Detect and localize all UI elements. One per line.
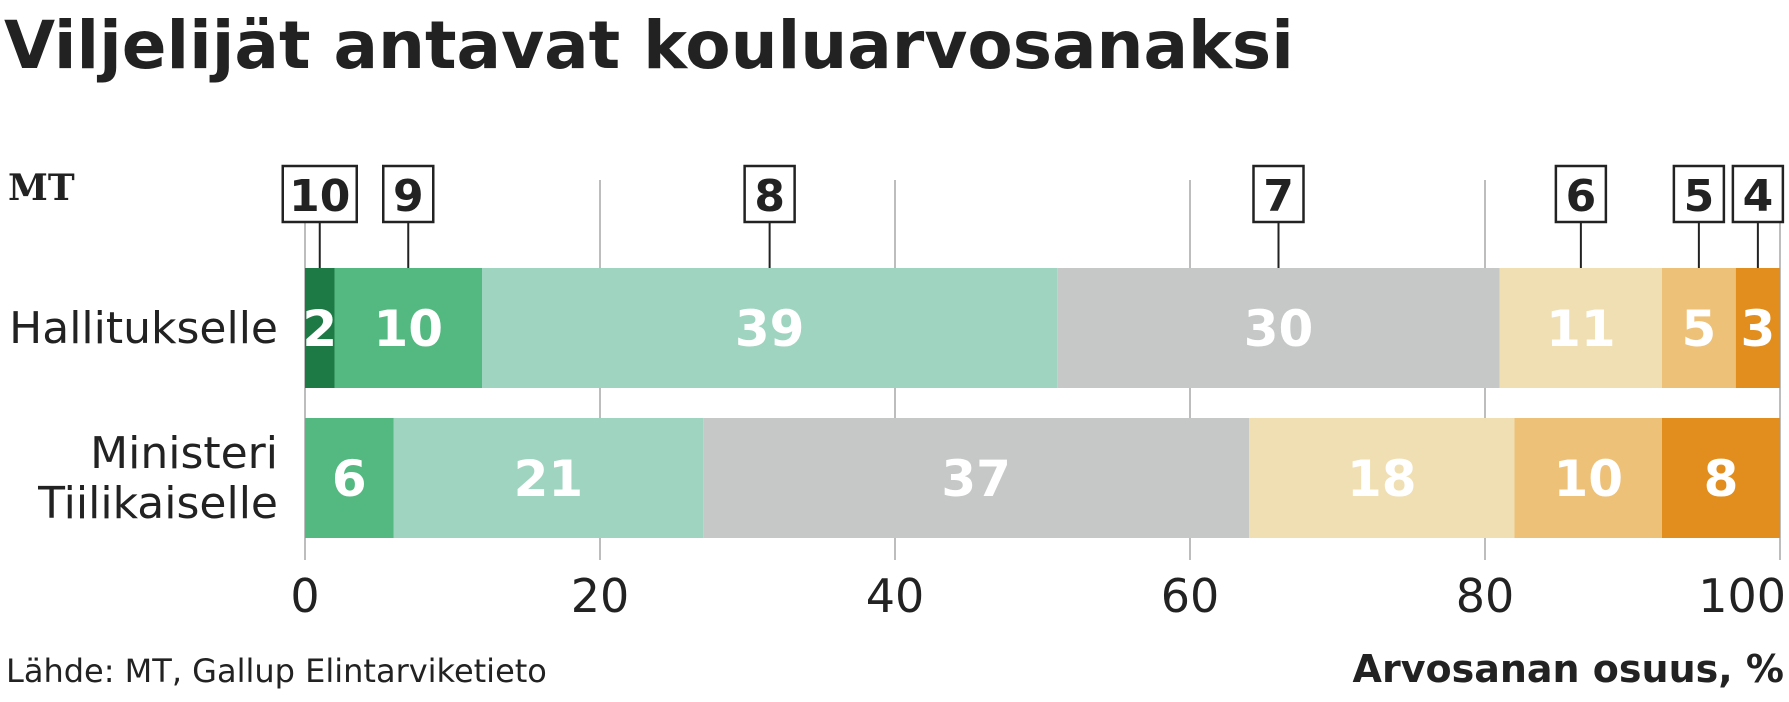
grade-box-10 xyxy=(281,164,358,224)
data-label-1-9: 6 xyxy=(332,450,367,508)
grade-label-6: 6 xyxy=(1566,171,1597,222)
source-note: Lähde: MT, Gallup Elintarviketieto xyxy=(6,652,547,690)
data-label-0-5: 5 xyxy=(1681,300,1716,358)
grade-label-7: 7 xyxy=(1263,171,1294,222)
x-tick-label-2: 40 xyxy=(866,569,925,623)
grade-legend: 10 9 8 7 6 5 4 xyxy=(281,164,1785,268)
data-label-0-7: 30 xyxy=(1244,300,1314,358)
bar-segment-0-6 xyxy=(1499,268,1662,388)
publisher-logo: MT xyxy=(8,167,75,209)
data-label-0-10: 2 xyxy=(302,300,337,358)
data-label-1-4: 8 xyxy=(1704,450,1739,508)
bars: 2 10 39 30 11 5 3 6 21 37 18 10 8 xyxy=(302,268,1780,538)
data-label-0-8: 39 xyxy=(735,300,805,358)
data-label-0-4: 3 xyxy=(1740,300,1775,358)
category-label-1: Ministeri Tiilikaiselle xyxy=(37,428,278,529)
grade-label-8: 8 xyxy=(754,171,785,222)
x-tick-label-3: 60 xyxy=(1161,569,1220,623)
bar-segment-0-7 xyxy=(1057,268,1500,388)
x-tick-label-5: 100 xyxy=(1698,569,1786,623)
bar-segment-1-9 xyxy=(305,418,394,538)
data-label-1-5: 10 xyxy=(1553,450,1623,508)
category-labels: Hallitukselle Ministeri Tiilikaiselle xyxy=(9,303,278,529)
grade-box-4 xyxy=(1731,164,1785,224)
grade-label-10: 10 xyxy=(289,171,350,222)
bar-segment-1-5 xyxy=(1514,418,1662,538)
x-axis-ticks: 0 20 40 60 80 100 xyxy=(290,569,1786,623)
x-tick-label-1: 20 xyxy=(571,569,630,623)
grade-box-8 xyxy=(743,164,796,224)
grade-label-4: 4 xyxy=(1743,171,1774,222)
bar-segment-0-5 xyxy=(1662,268,1736,388)
bar-segment-0-10 xyxy=(305,268,335,388)
bar-segment-1-6 xyxy=(1249,418,1515,538)
grade-box-5 xyxy=(1672,164,1726,224)
grade-label-9: 9 xyxy=(393,171,424,222)
bar-segment-1-7 xyxy=(703,418,1249,538)
grade-box-7 xyxy=(1252,164,1305,224)
grade-label-5: 5 xyxy=(1684,171,1715,222)
x-tick-label-4: 80 xyxy=(1456,569,1515,623)
bar-segment-0-9 xyxy=(334,268,482,388)
x-tick-label-0: 0 xyxy=(290,569,319,623)
chart-title: Viljelijät antavat kouluarvosanaksi xyxy=(4,7,1294,84)
bar-segment-0-8 xyxy=(482,268,1058,388)
category-label-0: Hallitukselle xyxy=(9,303,278,354)
bar-segment-1-4 xyxy=(1662,418,1780,538)
bar-segment-0-4 xyxy=(1735,268,1780,388)
data-label-1-8: 21 xyxy=(514,450,584,508)
data-label-1-7: 37 xyxy=(941,450,1011,508)
data-label-0-6: 11 xyxy=(1546,300,1616,358)
grade-box-9 xyxy=(382,164,435,224)
data-label-1-6: 18 xyxy=(1347,450,1417,508)
x-axis-label: Arvosanan osuus, % xyxy=(1353,647,1784,691)
data-label-0-9: 10 xyxy=(373,300,443,358)
grade-box-6 xyxy=(1554,164,1608,224)
bar-segment-1-8 xyxy=(393,418,704,538)
